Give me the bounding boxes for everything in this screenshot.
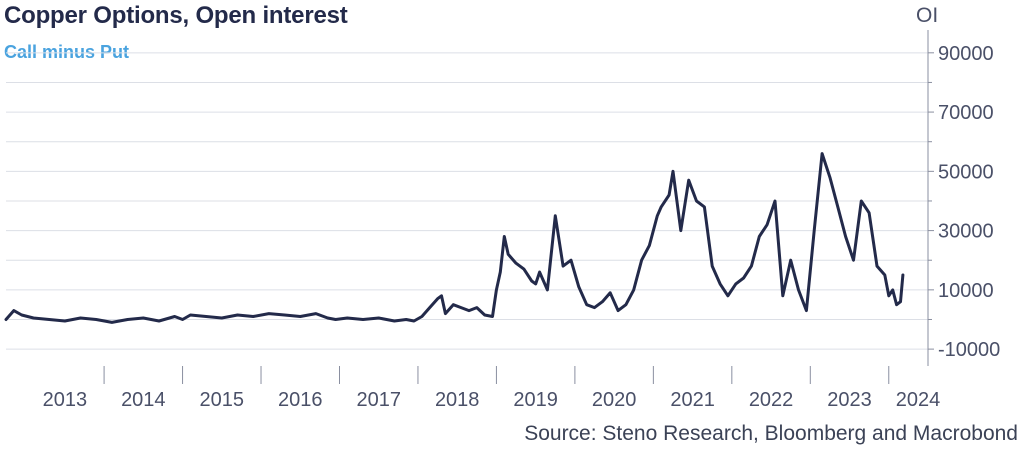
x-tick-label: 2013 [43,389,88,411]
x-axis: 2013 2014 2015 2016 2017 2018 2019 2020 2021 2022… [43,366,941,411]
y-tick-label: -10000 [938,339,1000,361]
chart-subtitle: Call minus Put [4,42,130,62]
x-tick-label: 2018 [435,389,480,411]
y-axis-unit-label: OI [916,4,938,27]
x-tick-label: 2022 [749,389,794,411]
y-tick-label: 10000 [938,280,994,302]
x-tick-label: 2023 [827,389,872,411]
x-tick-label: 2014 [121,389,166,411]
x-tick-label: 2015 [200,389,245,411]
source-note: Source: Steno Research, Bloomberg and Ma… [524,422,1018,445]
chart-title: Copper Options, Open interest [4,2,348,29]
gridlines [6,52,928,350]
y-tick-label: 50000 [938,161,994,183]
x-tick-label: 2024 [896,389,941,411]
y-tick-label: 70000 [938,102,994,124]
x-tick-label: 2017 [356,389,401,411]
x-tick-label: 2020 [592,389,637,411]
x-tick-label: 2019 [513,389,558,411]
x-tick-label: 2021 [670,389,715,411]
series-line [4,152,905,324]
y-tick-label: 30000 [938,221,994,243]
x-tick-label: 2016 [278,389,323,411]
y-axis: 90000 70000 50000 30000 10000 -10000 [927,30,1000,366]
y-tick-label: 90000 [938,43,994,65]
series-group [4,152,905,324]
